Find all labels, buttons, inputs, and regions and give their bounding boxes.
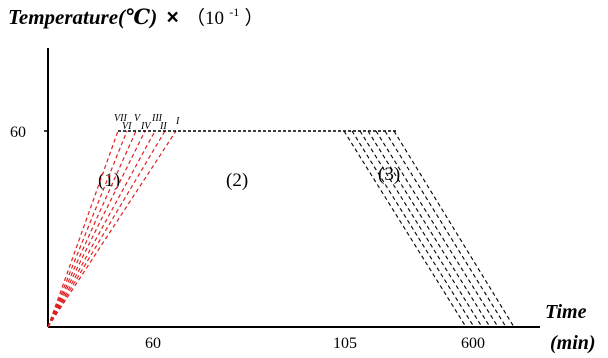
curve-label-i: I: [175, 116, 180, 127]
x-tick-label-105: 105: [333, 335, 357, 352]
heating-curve-vi: [47, 130, 128, 328]
curve-label-iv: IV: [140, 121, 152, 132]
curve-label-iii: III: [151, 113, 163, 124]
heating-curve-iii: [47, 130, 156, 328]
x-tick-label-600: 600: [461, 335, 485, 352]
stage-label-2: (2): [226, 170, 248, 191]
heating-curve-i: [47, 130, 177, 328]
curve-label-v: V: [134, 113, 142, 124]
heating-curve-ii: [47, 130, 166, 328]
cooling-curve-5: [375, 130, 499, 328]
curve-label-vii: VII: [114, 113, 127, 124]
heating-curve-vii: [47, 130, 119, 328]
heating-curve-iv: [47, 130, 146, 328]
stage-label-1: (1): [98, 170, 120, 191]
heating-curve-v: [47, 130, 137, 328]
cooling-curves: [343, 130, 515, 328]
curve-label-vi: VI: [122, 121, 132, 132]
cooling-curve-6: [384, 130, 507, 328]
x-tick-label-60: 60: [145, 335, 161, 352]
cooling-curve-1: [343, 130, 467, 328]
heating-curves: [47, 130, 177, 328]
cooling-curve-3: [359, 130, 483, 328]
y-tick-label: 60: [10, 124, 26, 141]
x-axis-title-unit: (min): [550, 332, 596, 354]
curve-labels: VII VI V IV III II I: [114, 113, 180, 132]
stage-label-3: (3): [378, 164, 400, 185]
cooling-curve-2: [351, 130, 475, 328]
y-axis-title: Temperature(℃) × （10 -1 ）: [8, 0, 264, 29]
cooling-curve-4: [367, 130, 491, 328]
curve-label-ii: II: [159, 121, 167, 132]
x-axis-title-time: Time: [545, 301, 587, 323]
cooling-curve-7: [393, 130, 515, 328]
